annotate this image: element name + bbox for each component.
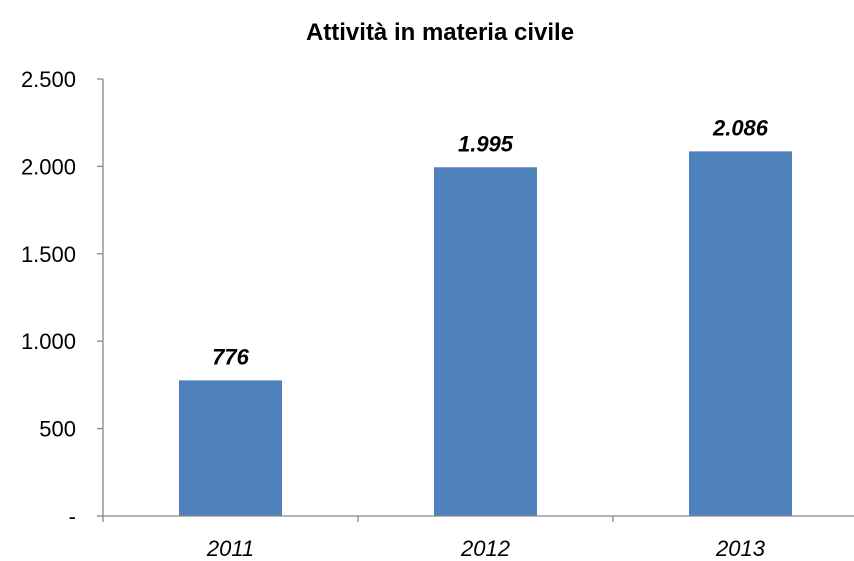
x-tick-label-2011: 2011 bbox=[206, 536, 254, 561]
data-label-2012: 1.995 bbox=[458, 131, 514, 156]
x-tick-label-2013: 2013 bbox=[715, 536, 766, 561]
y-axis-ticks: - 500 1.000 1.500 2.000 2.500 bbox=[21, 67, 76, 529]
x-tick-label-2012: 2012 bbox=[460, 536, 510, 561]
y-tick-label: - bbox=[69, 504, 76, 529]
chart-title: Attività in materia civile bbox=[306, 19, 574, 46]
y-tick-label: 1.000 bbox=[21, 329, 76, 354]
bars bbox=[179, 151, 792, 517]
bar-2013 bbox=[689, 151, 792, 517]
data-label-2011: 776 bbox=[212, 344, 249, 369]
data-labels: 776 1.995 2.086 bbox=[212, 115, 769, 369]
y-tick-label: 500 bbox=[39, 417, 76, 442]
bar-2012 bbox=[434, 167, 537, 517]
bar-2011 bbox=[179, 380, 282, 516]
y-tick-label: 2.500 bbox=[21, 67, 76, 92]
axis-tick-marks bbox=[97, 78, 614, 522]
data-label-2013: 2.086 bbox=[712, 115, 769, 140]
y-tick-label: 1.500 bbox=[21, 242, 76, 267]
y-tick-label: 2.000 bbox=[21, 154, 76, 179]
x-axis-ticks: 2011 2012 2013 bbox=[206, 536, 766, 561]
